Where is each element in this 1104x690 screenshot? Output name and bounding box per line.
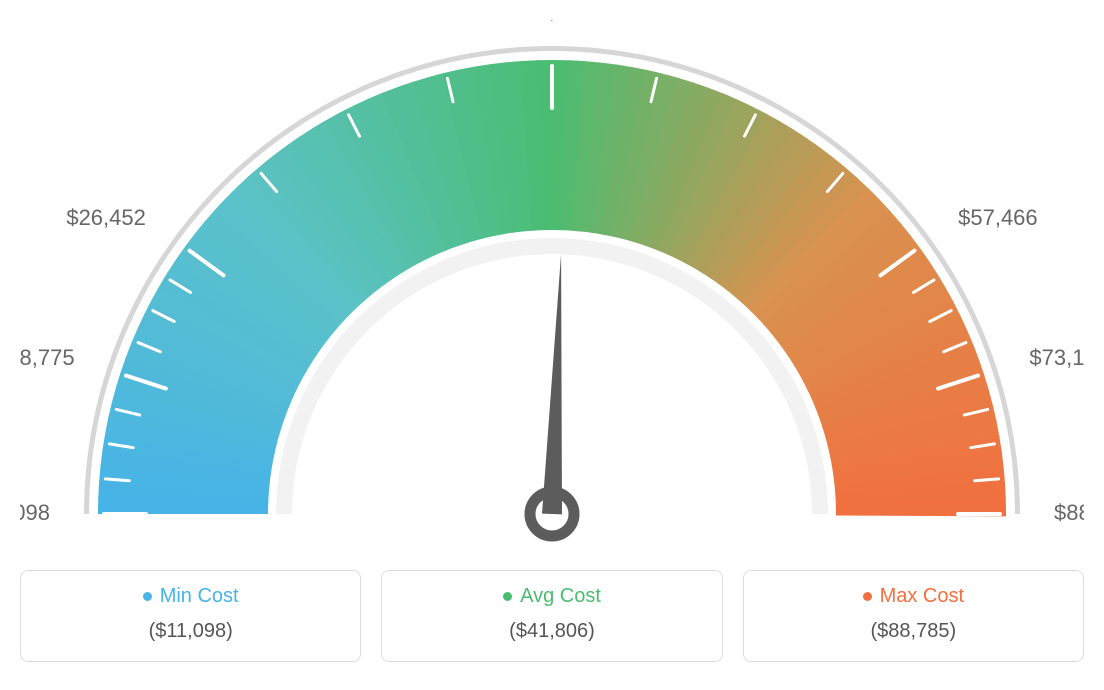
gauge-tick-label: $18,775 (20, 345, 75, 370)
legend-label: Min Cost (160, 585, 239, 608)
legend-value: ($11,098) (29, 620, 352, 643)
legend-label: Max Cost (880, 585, 964, 608)
legend-title-min: Min Cost (143, 585, 239, 608)
gauge-tick-label: $41,806 (512, 20, 592, 23)
legend-value: ($88,785) (752, 620, 1075, 643)
legend-card-min: Min Cost ($11,098) (20, 570, 361, 662)
legend-row: Min Cost ($11,098) Avg Cost ($41,806) Ma… (20, 570, 1084, 662)
legend-label: Avg Cost (520, 585, 601, 608)
dot-icon (503, 592, 512, 601)
gauge-tick-label: $57,466 (958, 205, 1038, 230)
legend-title-avg: Avg Cost (503, 585, 601, 608)
gauge-tick-label: $73,126 (1029, 345, 1084, 370)
gauge-tick-label: $11,098 (20, 500, 50, 525)
gauge-svg: $11,098 $18,775 $26,452 $41,806 $57,466 $73,1… (20, 20, 1084, 560)
legend-title-max: Max Cost (863, 585, 964, 608)
gauge-tick-label: $26,452 (66, 205, 146, 230)
gauge-tick-label: $88,785 (1054, 500, 1084, 525)
dot-icon (143, 592, 152, 601)
cost-gauge: $11,098 $18,775 $26,452 $41,806 $57,466 $73,1… (20, 20, 1084, 560)
legend-card-max: Max Cost ($88,785) (743, 570, 1084, 662)
dot-icon (863, 592, 872, 601)
gauge-needle (542, 254, 562, 514)
legend-value: ($41,806) (390, 620, 713, 643)
legend-card-avg: Avg Cost ($41,806) (381, 570, 722, 662)
